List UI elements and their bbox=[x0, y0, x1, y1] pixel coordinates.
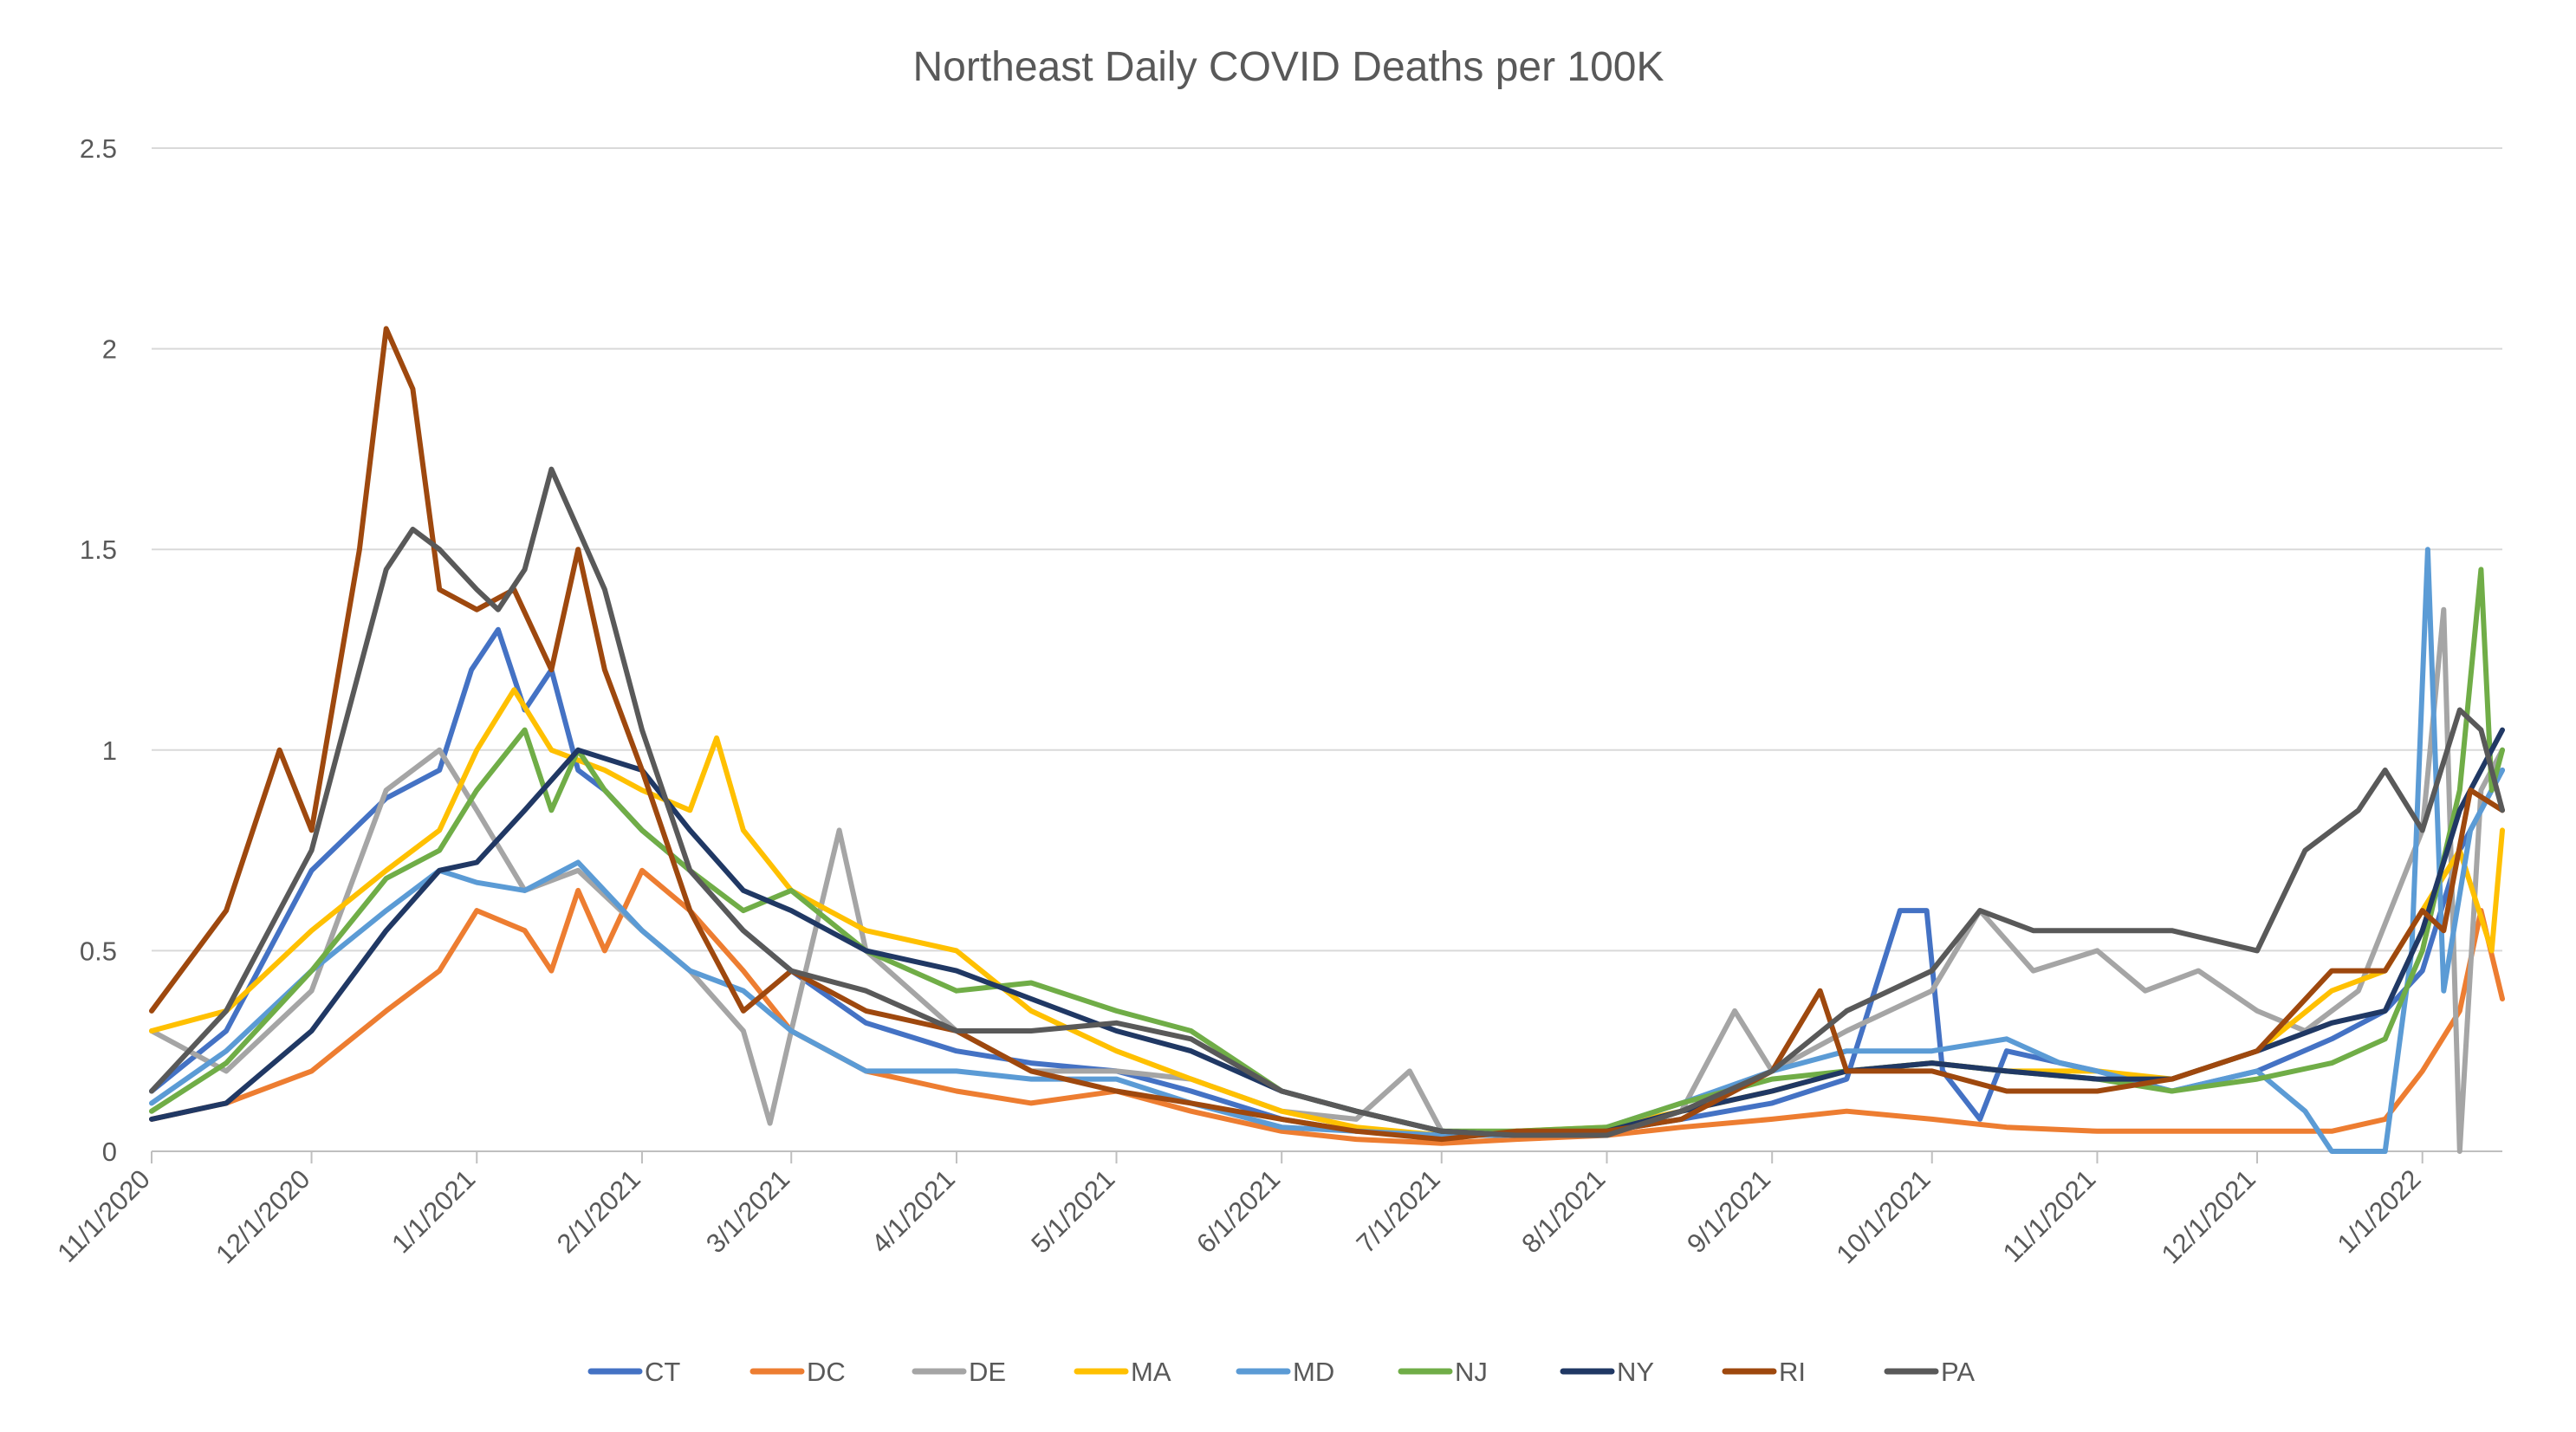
legend-label-nj: NJ bbox=[1455, 1357, 1488, 1387]
legend-label-ma: MA bbox=[1131, 1357, 1171, 1387]
x-tick-label: 1/1/2021 bbox=[386, 1163, 481, 1259]
series-line-md bbox=[149, 547, 2505, 1154]
x-tick-label: 12/1/2020 bbox=[210, 1163, 315, 1269]
x-tick-label: 11/1/2021 bbox=[1997, 1163, 2102, 1268]
legend-label-pa: PA bbox=[1941, 1357, 1975, 1387]
legend-label-ct: CT bbox=[645, 1357, 680, 1387]
legend-label-de: DE bbox=[969, 1357, 1006, 1387]
x-tick-label: 6/1/2021 bbox=[1191, 1163, 1286, 1259]
y-tick-label: 2.5 bbox=[80, 133, 117, 164]
series-line-ri bbox=[149, 326, 2505, 1143]
series-line-de bbox=[149, 606, 2505, 1154]
x-tick-label: 5/1/2021 bbox=[1025, 1163, 1120, 1259]
legend-label-md: MD bbox=[1293, 1357, 1334, 1387]
x-tick-label: 9/1/2021 bbox=[1681, 1163, 1776, 1259]
y-tick-label: 1 bbox=[102, 735, 117, 766]
x-tick-label: 3/1/2021 bbox=[700, 1163, 795, 1259]
legend-label-ny: NY bbox=[1617, 1357, 1654, 1387]
series-line-dc bbox=[149, 867, 2505, 1146]
series-line-pa bbox=[149, 466, 2505, 1138]
x-tick-label: 1/1/2022 bbox=[2332, 1163, 2427, 1259]
y-tick-label: 0.5 bbox=[80, 936, 117, 966]
x-tick-label: 7/1/2021 bbox=[1351, 1163, 1446, 1259]
x-tick-label: 8/1/2021 bbox=[1515, 1163, 1611, 1259]
legend-label-ri: RI bbox=[1779, 1357, 1806, 1387]
y-tick-label: 1.5 bbox=[80, 535, 117, 565]
x-tick-label: 4/1/2021 bbox=[866, 1163, 961, 1259]
x-tick-label: 12/1/2021 bbox=[2156, 1163, 2261, 1269]
x-tick-label: 10/1/2021 bbox=[1830, 1163, 1936, 1269]
x-tick-label: 11/1/2020 bbox=[51, 1163, 156, 1268]
x-tick-label: 2/1/2021 bbox=[551, 1163, 646, 1259]
legend-label-dc: DC bbox=[807, 1357, 846, 1387]
chart-title: Northeast Daily COVID Deaths per 100K bbox=[912, 44, 1664, 90]
y-tick-label: 0 bbox=[102, 1137, 117, 1167]
y-tick-label: 2 bbox=[102, 334, 117, 365]
